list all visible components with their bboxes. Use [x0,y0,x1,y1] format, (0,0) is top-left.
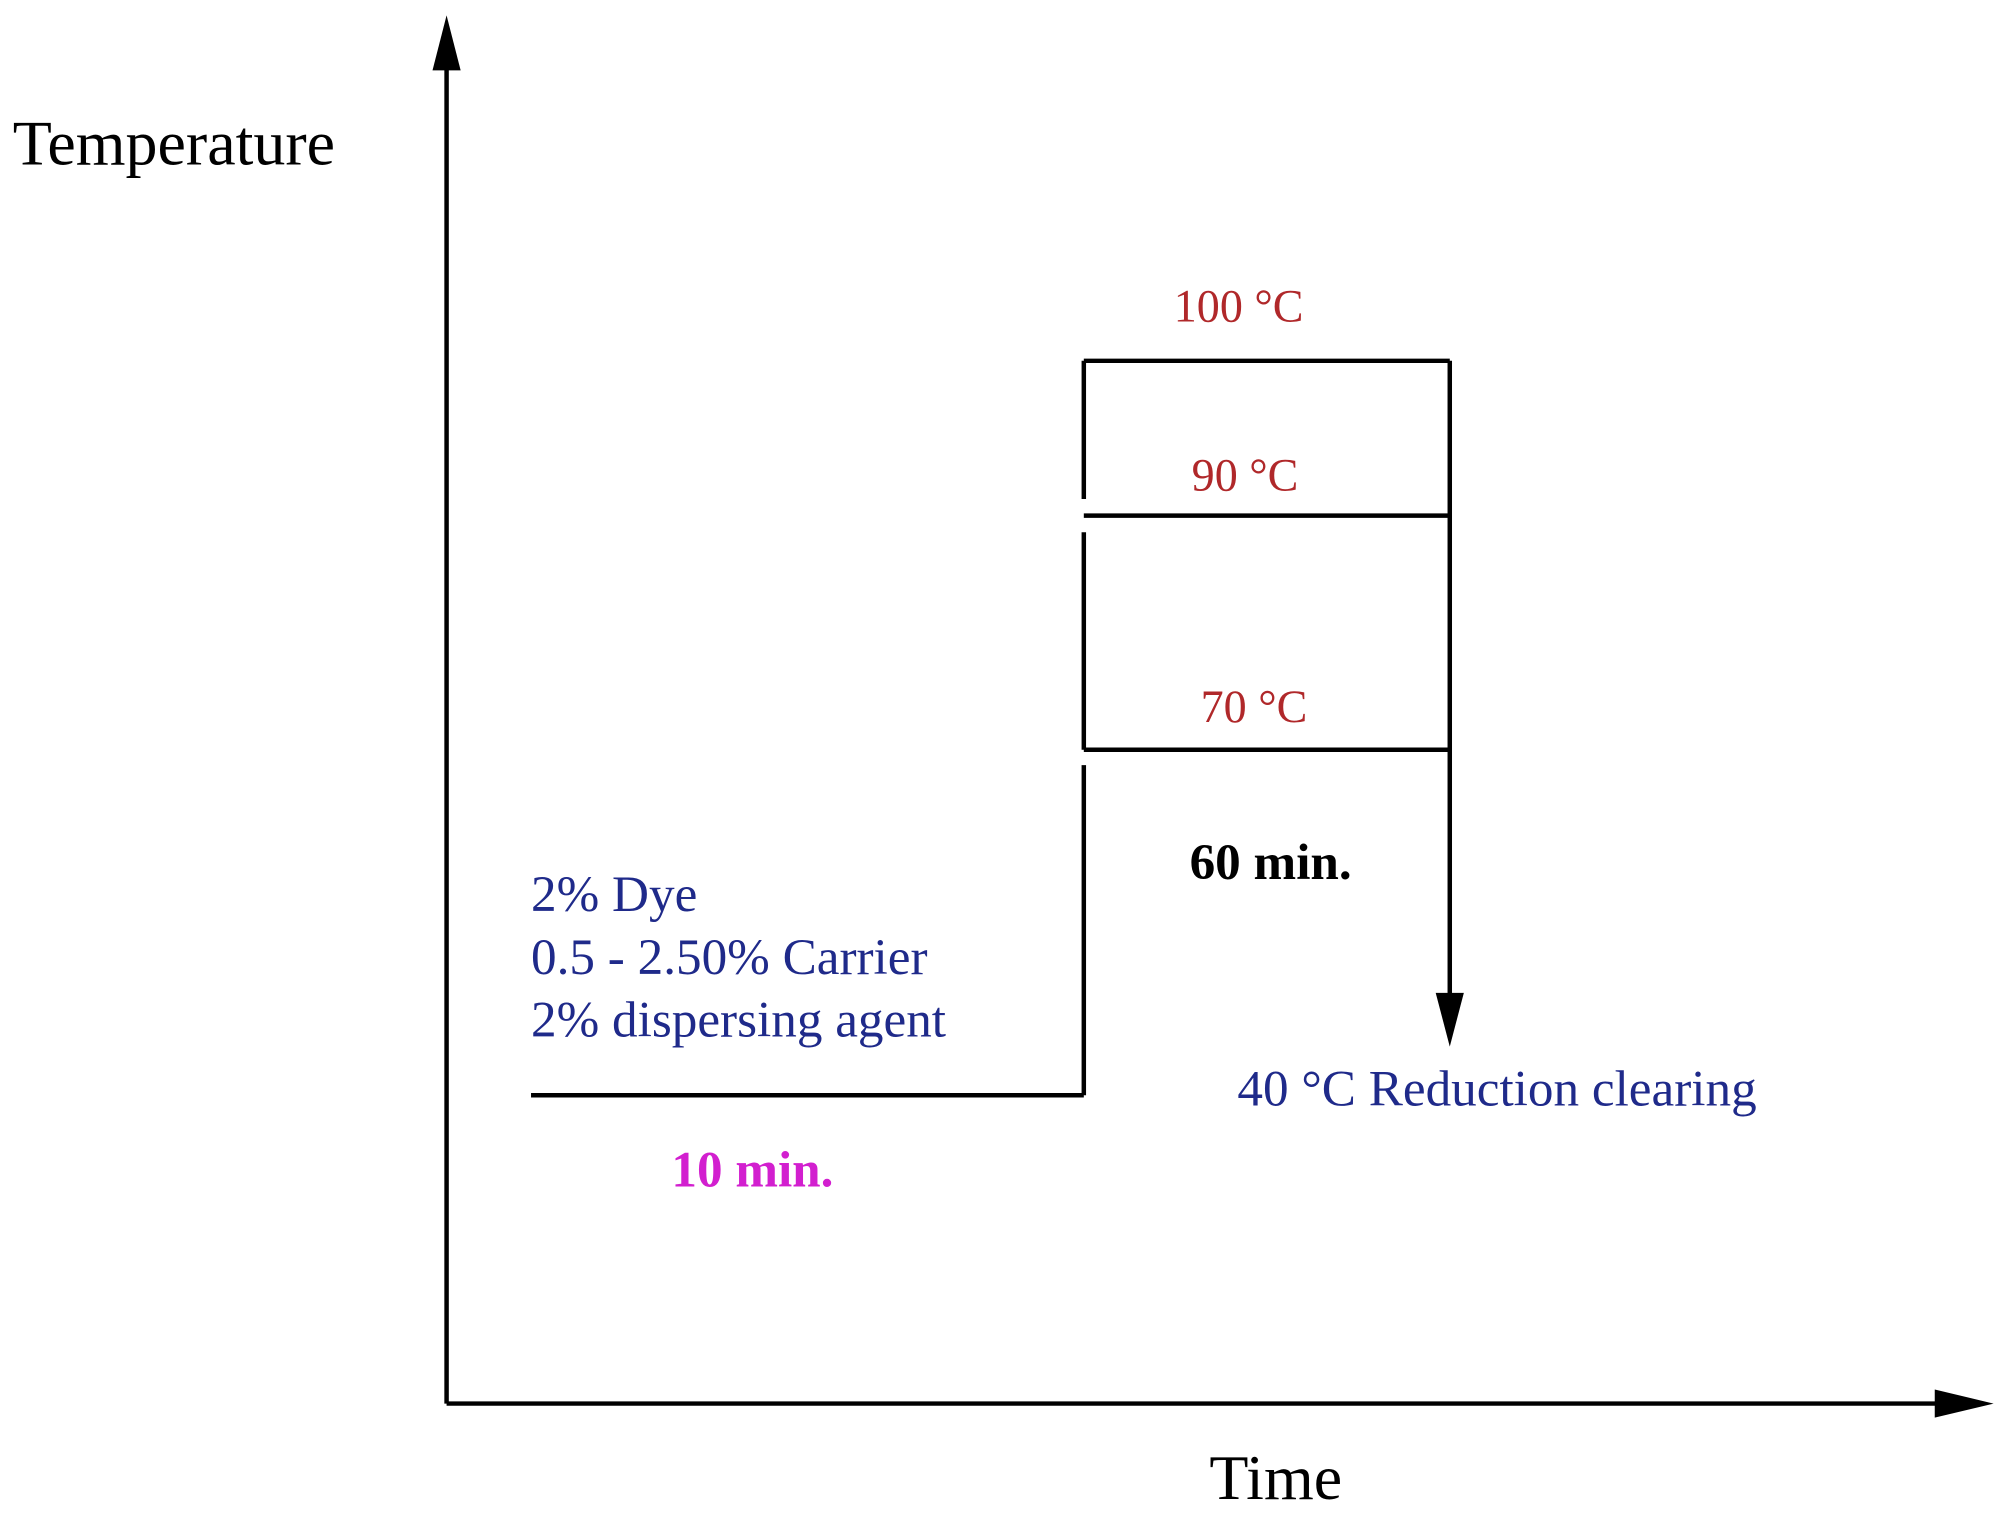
y-arrow [432,15,461,71]
y-label: Temperature [13,107,335,178]
temp-label: 100 °C [1174,280,1304,331]
hold-duration: 60 min. [1190,834,1352,891]
x-label: Time [1209,1442,1342,1513]
temp-label: 70 °C [1201,681,1308,732]
cooling-arrow [1435,992,1464,1047]
temp-label: 90 °C [1192,449,1299,500]
x-arrow [1934,1389,1994,1418]
final-step: 40 °C Reduction clearing [1237,1061,1756,1118]
recipe-line: 0.5 - 2.50% Carrier [531,929,927,986]
recipe-line: 2% dispersing agent [531,992,946,1049]
recipe-line: 2% Dye [531,866,697,923]
initial-duration: 10 min. [671,1141,833,1198]
